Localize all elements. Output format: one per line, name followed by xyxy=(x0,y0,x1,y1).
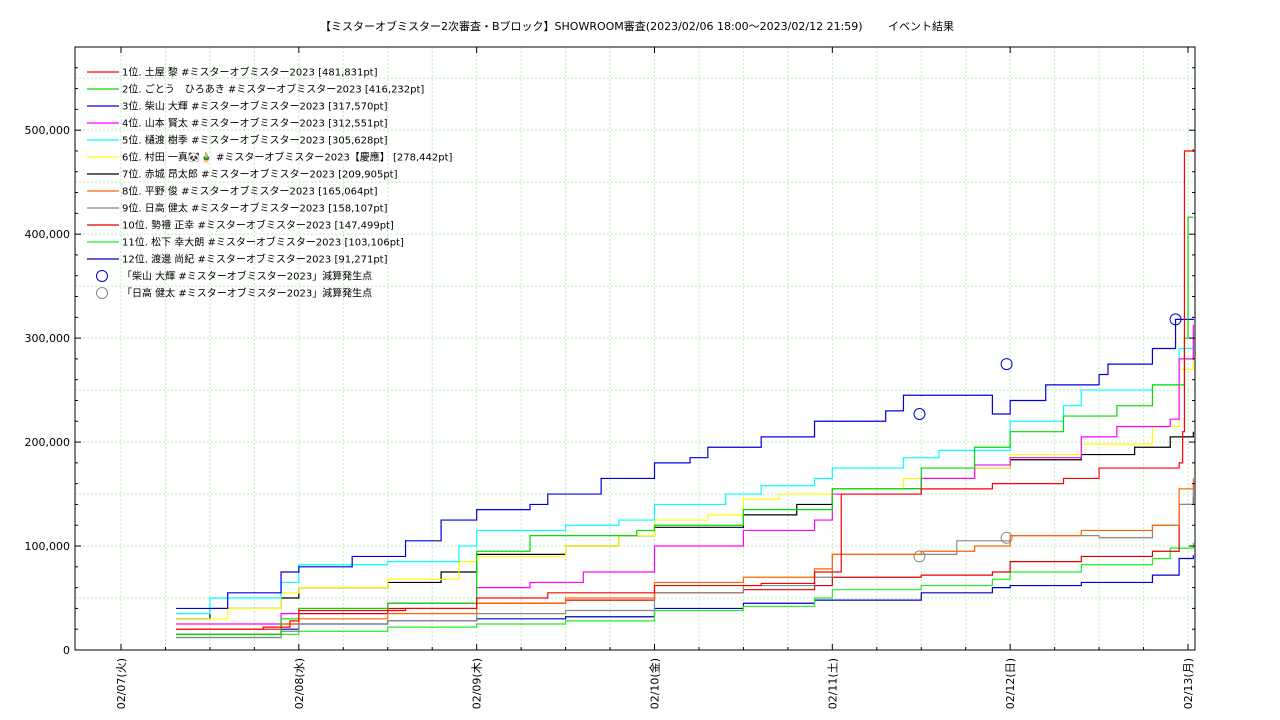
y-tick-label: 100,000 xyxy=(25,540,71,553)
legend-entry: 3位. 柴山 大輝 #ミスターオブミスター2023 [317,570pt] xyxy=(122,100,388,113)
annotation-marker xyxy=(1000,358,1013,371)
x-tick-label: 02/09(木) xyxy=(471,658,484,709)
x-tick-label: 02/10(金) xyxy=(648,658,662,709)
series-line xyxy=(176,216,1194,636)
series-line xyxy=(176,360,1194,620)
series-line xyxy=(176,332,1194,615)
legend-entry: 8位. 平野 俊 #ミスターオブミスター2023 [165,064pt] xyxy=(122,185,378,198)
series-line xyxy=(176,318,1194,610)
y-tick-label: 0 xyxy=(63,644,70,657)
legend-entry: 11位. 松下 幸大朗 #ミスターオブミスター2023 [103,106pt] xyxy=(122,236,404,249)
x-tick-label: 02/08(水) xyxy=(293,658,306,709)
series-line xyxy=(176,478,1194,636)
axes: 0 100,000 200,000 300,000 400,000 500,000 02/0… xyxy=(25,47,1195,709)
legend-entry: 10位. 勢禮 正幸 #ミスターオブミスター2023 [147,499pt] xyxy=(122,219,394,232)
x-tick-label: 02/12(日) xyxy=(1004,658,1017,709)
annotation-marker xyxy=(913,550,926,563)
x-tick-label: 02/13(月) xyxy=(1182,658,1195,709)
legend-entry: 2位. ごとう ひろあき #ミスターオブミスター2023 [416,232pt] xyxy=(122,83,424,96)
legend-entry: 9位. 日高 健太 #ミスターオブミスター2023 [158,107pt] xyxy=(122,202,388,215)
plot-frame xyxy=(74,46,1196,651)
y-tick-label: 400,000 xyxy=(25,228,71,241)
y-tick-label: 200,000 xyxy=(25,436,71,449)
series-line xyxy=(176,325,1194,625)
series-line xyxy=(176,496,1194,630)
legend-marker xyxy=(96,270,108,282)
chart-title: 【ミスターオブミスター2次審査・Bブロック】SHOWROOM審査(2023/02… xyxy=(320,19,863,33)
y-tick-label: 300,000 xyxy=(25,332,71,345)
series-line xyxy=(176,542,1194,639)
x-tick-label: 02/07(火) xyxy=(115,658,128,709)
series-lines xyxy=(176,149,1194,639)
legend-entry: 7位. 赤城 昂太郎 #ミスターオブミスター2023 [209,905pt] xyxy=(122,168,398,181)
x-tick-label: 02/11(土) xyxy=(826,658,839,709)
series-line xyxy=(176,149,1194,630)
legend-marker xyxy=(96,287,108,299)
legend-entry: 5位. 樋渡 樹季 #ミスターオブミスター2023 [305,628pt] xyxy=(122,134,388,147)
legend-entry: 6位. 村田 一真🐼🎍 #ミスターオブミスター2023【慶應】 [278,442… xyxy=(122,151,453,164)
annotation-marker xyxy=(1169,313,1182,326)
legend-entry: 4位. 山本 賢太 #ミスターオブミスター2023 [312,551pt] xyxy=(122,117,388,130)
annotation-markers xyxy=(913,313,1182,563)
legend-entry: 「日高 健太 #ミスターオブミスター2023」減算発生点 xyxy=(122,287,372,300)
legend-entry: 1位. 土屋 黎 #ミスターオブミスター2023 [481,831pt] xyxy=(122,66,378,79)
chart-subtitle: イベント結果 xyxy=(888,19,954,33)
y-tick-label: 500,000 xyxy=(25,124,71,137)
grid xyxy=(75,47,1195,650)
annotation-marker xyxy=(1000,531,1013,544)
legend-entry: 12位. 渡邊 尚紀 #ミスターオブミスター2023 [91,271pt] xyxy=(122,253,388,266)
annotation-marker xyxy=(913,407,926,420)
legend: 1位. 土屋 黎 #ミスターオブミスター2023 [481,831pt] 2位. … xyxy=(87,66,453,300)
legend-entry: 「柴山 大輝 #ミスターオブミスター2023」減算発生点 xyxy=(122,270,372,283)
